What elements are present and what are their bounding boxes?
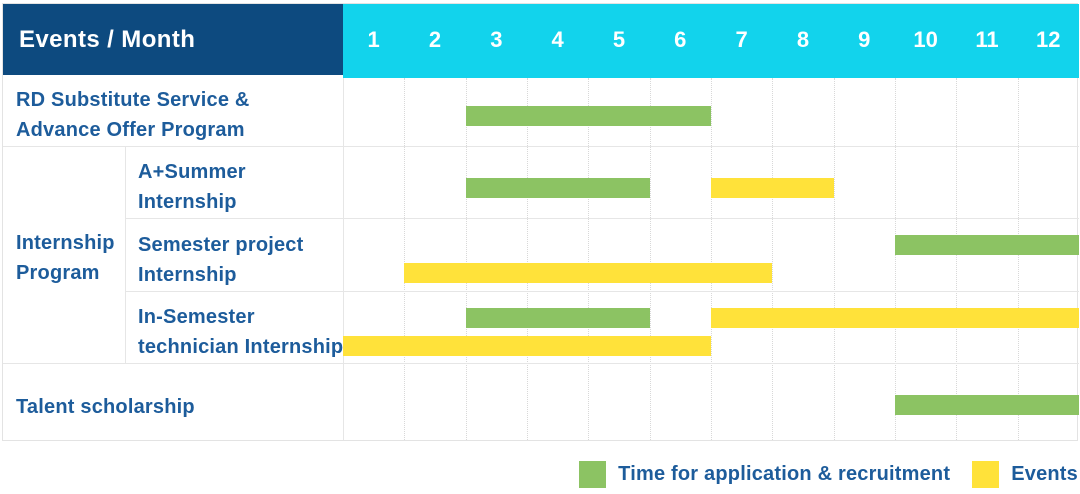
month-gridline	[588, 78, 590, 440]
row-label-line: A+Summer	[138, 161, 246, 183]
corner-header-label: Events / Month	[19, 25, 196, 53]
row-label: In-Semester technician Internship	[138, 296, 343, 368]
legend: Time for application & recruitment Event…	[579, 459, 1078, 490]
group-sublabel-divider	[125, 147, 126, 364]
month-gridline	[465, 78, 467, 440]
month-label: 4	[551, 27, 564, 52]
legend-item-application: Time for application & recruitment	[579, 461, 950, 488]
legend-swatch-application-icon	[579, 461, 607, 488]
row-group-cell: Internship Program	[3, 148, 125, 363]
label-chart-divider	[343, 75, 344, 440]
bar-events	[711, 308, 1079, 328]
row-label-line: Internship	[138, 191, 237, 213]
row-label-line: Internship	[138, 263, 237, 286]
legend-item-events: Events	[972, 461, 1078, 488]
month-label: 3	[490, 27, 503, 52]
bar-application	[895, 395, 1079, 415]
gantt-row	[3, 292, 1079, 364]
month-label: 1	[367, 27, 380, 52]
row-label: Semester project Internship	[138, 223, 304, 296]
month-label: 7	[735, 27, 748, 52]
month-gridline	[1017, 78, 1019, 440]
month-gridline	[772, 78, 774, 440]
row-label: Talent scholarship	[16, 368, 195, 446]
month-gridline	[895, 78, 896, 440]
month-gridline	[404, 78, 406, 440]
month-label: 9	[858, 27, 871, 52]
month-label: 2	[428, 27, 442, 52]
month-gridline	[711, 78, 712, 440]
month-label: 5	[612, 27, 626, 52]
month-gridline	[833, 78, 835, 440]
month-label: 12	[1036, 27, 1061, 52]
month-label: 11	[975, 27, 999, 52]
legend-swatch-events-icon	[972, 461, 1000, 488]
bar-application	[465, 106, 711, 126]
row-label-line: In-Semester	[138, 306, 255, 328]
legend-label-events: Events	[1011, 463, 1078, 485]
row-label-line: Talent scholarship	[16, 396, 195, 418]
month-label: 10	[913, 27, 938, 52]
gantt-row	[3, 147, 1079, 219]
bar-events	[711, 178, 834, 198]
bar-events	[404, 263, 773, 283]
month-gridline	[956, 78, 958, 440]
row-group-label-line: Internship	[16, 231, 115, 254]
row-label-line: Semester project	[138, 233, 304, 256]
month-label: 8	[796, 27, 810, 52]
bar-application	[895, 235, 1079, 255]
bar-application	[465, 308, 650, 328]
row-group-label-line: Program	[16, 261, 100, 284]
row-label-line: Advance Offer Program	[16, 119, 245, 141]
bar-application	[465, 178, 650, 198]
month-label: 6	[674, 27, 687, 52]
row-label: A+Summer Internship	[138, 151, 246, 223]
row-label: RD Substitute Service & Advance Offer Pro…	[16, 79, 250, 151]
bar-events	[343, 336, 711, 356]
row-label-line: RD Substitute Service &	[16, 89, 250, 111]
corner-header-cell: Events / Month	[3, 4, 343, 75]
row-group-label: Internship Program	[3, 228, 125, 288]
legend-label-application: Time for application & recruitment	[618, 463, 951, 485]
month-header-row: 1 2 3 4 5 6 7 8 9 10 11 12	[343, 4, 1079, 78]
gantt-row	[3, 219, 1079, 292]
gantt-table: Events / Month 1 2 3 4 5 6 7 8 9 10 11 12 RD Substi…	[2, 3, 1079, 441]
month-gridline	[649, 78, 651, 440]
row-label-line: technician Internship	[138, 336, 344, 358]
month-gridline	[527, 78, 528, 440]
gantt-row	[3, 75, 1079, 147]
